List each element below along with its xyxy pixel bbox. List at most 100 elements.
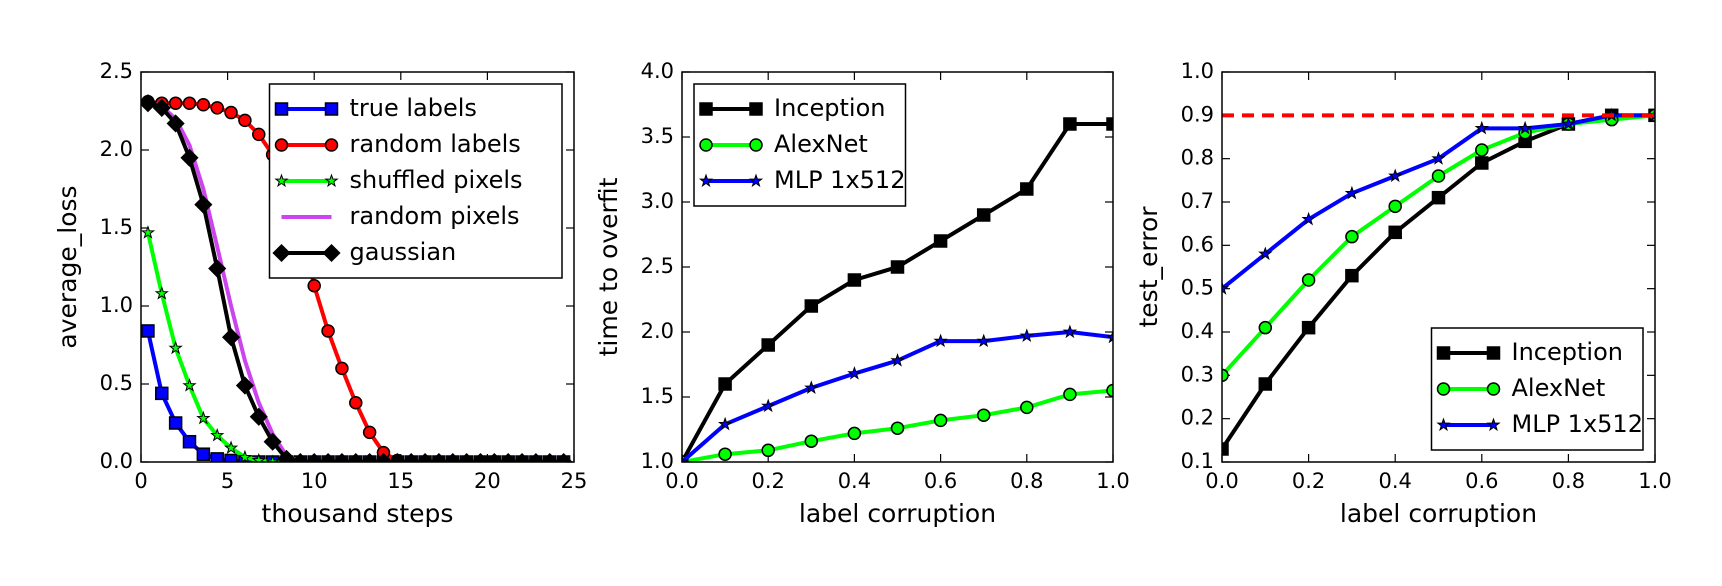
marker	[318, 452, 338, 462]
legend-label: MLP 1x512	[1512, 410, 1643, 438]
y-tick-label: 2.5	[641, 254, 674, 278]
x-tick-label: 0	[134, 469, 147, 493]
marker	[976, 333, 991, 348]
marker	[847, 273, 862, 287]
y-tick-label: 4.0	[641, 59, 674, 83]
marker	[1344, 185, 1360, 200]
marker	[362, 425, 377, 440]
axes-frame	[140, 71, 575, 463]
marker	[249, 407, 268, 426]
x-tick-label: 0.6	[1465, 469, 1498, 493]
marker	[761, 443, 775, 458]
y-tick-label: 0.8	[1181, 146, 1214, 170]
y-axis-label: time to overfit	[594, 177, 623, 356]
y-tick-label: 0.4	[1181, 319, 1214, 343]
marker	[335, 361, 349, 376]
marker	[1345, 229, 1359, 244]
y-tick-label: 0.3	[1181, 362, 1214, 386]
x-tick-label: 0.8	[1010, 469, 1043, 493]
legend-label: MLP 1x512	[774, 166, 905, 194]
marker	[252, 127, 266, 142]
marker	[141, 225, 156, 239]
marker	[804, 434, 819, 448]
marker	[182, 434, 197, 449]
marker	[1436, 417, 1451, 432]
marker	[305, 452, 324, 462]
legend: Inception AlexNet MLP 1x512	[1430, 327, 1644, 451]
y-axis-label: test_error	[1134, 206, 1163, 328]
legend-label: Inception	[1512, 338, 1623, 366]
marker	[933, 413, 948, 428]
y-tick-label: 2.0	[100, 137, 133, 161]
marker	[237, 449, 253, 462]
y-tick-label: 0.2	[1181, 406, 1214, 430]
y-tick-label: 1.5	[641, 384, 674, 408]
marker	[1486, 417, 1501, 432]
x-tick-label: 5	[221, 469, 234, 493]
marker	[141, 94, 157, 113]
marker	[1486, 346, 1501, 360]
y-tick-label: 0.0	[100, 449, 133, 473]
marker	[1301, 320, 1316, 335]
marker	[699, 102, 713, 116]
marker	[154, 285, 169, 300]
marker	[235, 376, 254, 395]
marker	[443, 452, 462, 462]
y-tick-label: 2.0	[641, 319, 674, 343]
marker	[166, 114, 185, 133]
marker	[274, 138, 289, 152]
x-tick-label: 0.6	[924, 469, 957, 493]
y-tick-label: 0.5	[100, 371, 133, 395]
marker	[1436, 382, 1451, 396]
x-tick-label: 1.0	[1638, 469, 1671, 493]
marker	[718, 377, 732, 391]
marker	[699, 138, 713, 152]
y-axis-label: average_loss	[53, 185, 82, 348]
legend-label: random labels	[350, 130, 521, 158]
marker	[238, 113, 252, 128]
marker	[1388, 199, 1402, 214]
marker	[277, 449, 296, 462]
legend-label: AlexNet	[1512, 374, 1606, 402]
x-tick-label: 0.2	[751, 469, 784, 493]
marker	[933, 234, 948, 248]
marker	[890, 353, 905, 367]
panel: 0.1 0.2 0.3 0.4 0.5 0.6 0.7 0.8 0.9 1.0 0.0 0.2 0.4 0…	[1134, 59, 1672, 528]
y-tick-label: 0.5	[1181, 276, 1214, 300]
marker	[1020, 400, 1034, 415]
marker	[180, 148, 199, 167]
series-line	[147, 99, 564, 462]
legend-label: Inception	[774, 94, 885, 122]
y-tick-label: 1.5	[100, 215, 133, 239]
marker	[540, 452, 559, 462]
legend-label: random pixels	[350, 202, 520, 230]
marker	[1062, 324, 1078, 339]
marker	[682, 454, 690, 462]
marker	[429, 452, 448, 462]
marker	[1561, 116, 1576, 131]
marker	[1222, 368, 1229, 383]
marker	[471, 452, 490, 462]
marker	[1019, 328, 1034, 342]
marker	[322, 243, 341, 263]
marker	[224, 105, 238, 120]
legend: true labels random labels shuffled pixels r…	[268, 83, 563, 279]
marker	[224, 453, 238, 462]
marker	[415, 452, 435, 462]
x-tick-label: 0.4	[838, 469, 871, 493]
y-tick-label: 0.7	[1181, 189, 1214, 213]
marker	[976, 208, 991, 222]
marker	[1020, 182, 1034, 196]
marker	[402, 452, 421, 462]
legend: Inception AlexNet MLP 1x512	[693, 83, 907, 207]
x-tick-label: 25	[561, 469, 588, 493]
y-tick-label: 0.9	[1181, 102, 1214, 126]
marker	[976, 408, 991, 422]
marker	[196, 447, 211, 461]
marker	[210, 101, 224, 115]
marker	[168, 340, 183, 355]
plot-area	[141, 94, 573, 462]
marker	[274, 102, 289, 116]
marker	[291, 452, 310, 462]
x-tick-label: 0.0	[1205, 469, 1238, 493]
